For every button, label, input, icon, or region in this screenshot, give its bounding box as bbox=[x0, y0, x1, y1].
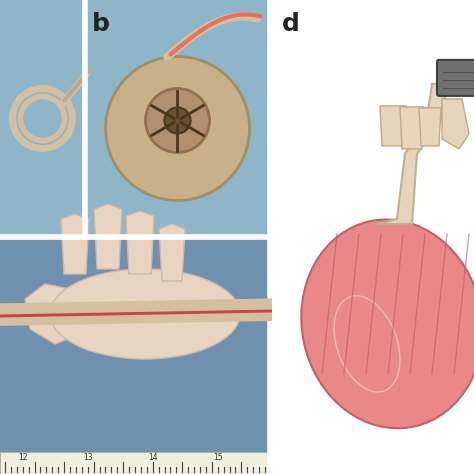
Circle shape bbox=[106, 56, 249, 201]
Polygon shape bbox=[442, 99, 469, 149]
Polygon shape bbox=[159, 224, 185, 281]
Text: 13: 13 bbox=[83, 453, 92, 462]
Bar bbox=[270, 0, 474, 474]
Polygon shape bbox=[380, 106, 406, 146]
Bar bbox=[85, 0, 270, 237]
Text: 12: 12 bbox=[18, 453, 27, 462]
Text: 15: 15 bbox=[213, 453, 222, 462]
Bar bbox=[0, 452, 270, 474]
Bar bbox=[0, 0, 85, 237]
Text: 14: 14 bbox=[148, 453, 157, 462]
Ellipse shape bbox=[50, 269, 240, 359]
Polygon shape bbox=[25, 284, 80, 344]
Polygon shape bbox=[419, 108, 441, 146]
Circle shape bbox=[146, 89, 210, 153]
Text: d: d bbox=[282, 12, 300, 36]
Ellipse shape bbox=[301, 219, 474, 428]
Polygon shape bbox=[94, 204, 122, 269]
Polygon shape bbox=[400, 107, 424, 149]
Polygon shape bbox=[377, 84, 447, 224]
Circle shape bbox=[164, 108, 191, 134]
Polygon shape bbox=[126, 211, 154, 274]
FancyBboxPatch shape bbox=[437, 60, 474, 96]
Text: b: b bbox=[92, 12, 110, 36]
Bar bbox=[0, 237, 270, 474]
Polygon shape bbox=[61, 214, 89, 274]
